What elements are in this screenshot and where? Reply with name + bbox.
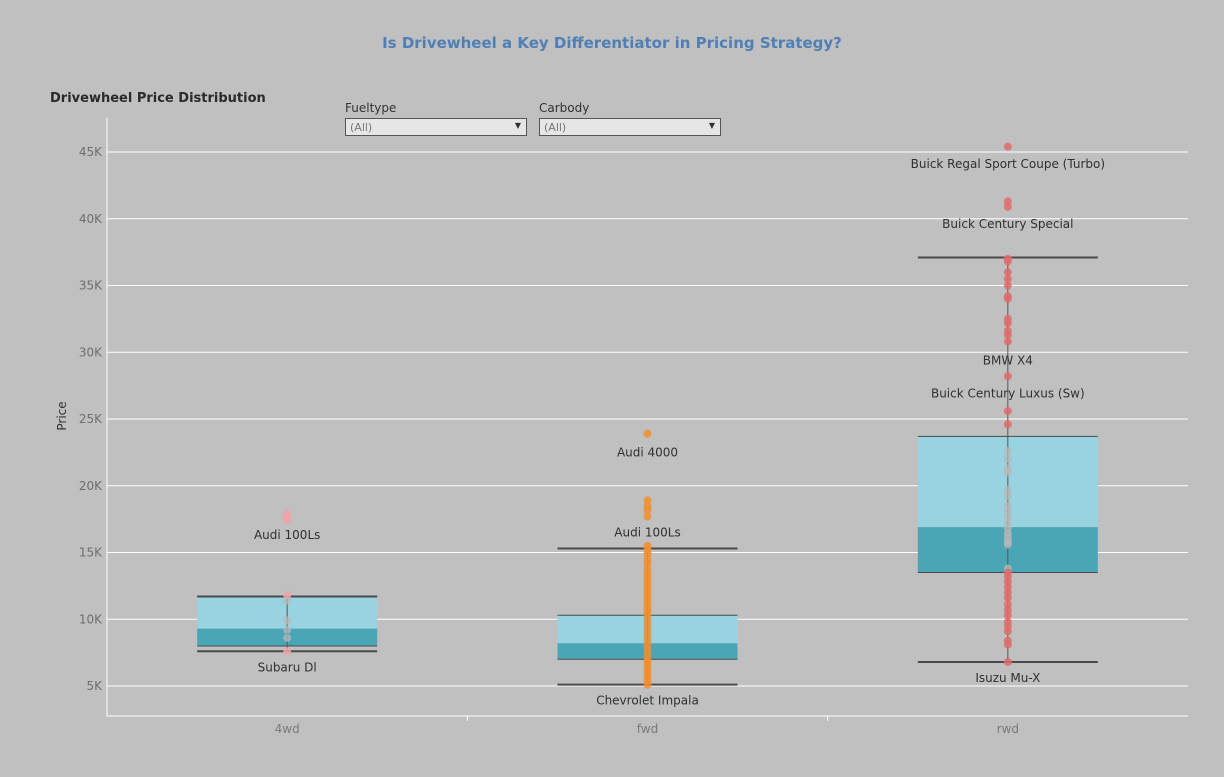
data-point-rwd bbox=[1003, 485, 1012, 494]
data-point-rwd bbox=[1003, 202, 1012, 211]
data-point-4wd bbox=[283, 647, 292, 656]
point-annotation: Buick Century Luxus (Sw) bbox=[931, 387, 1085, 401]
x-tick-label: 4wd bbox=[275, 722, 300, 736]
data-point-4wd bbox=[283, 596, 292, 605]
data-point-rwd bbox=[1003, 455, 1012, 464]
carbody-dropdown-value: (All) bbox=[544, 121, 567, 134]
carbody-dropdown[interactable]: (All) ▼ bbox=[539, 118, 721, 136]
fueltype-filter-label: Fueltype bbox=[345, 101, 397, 115]
data-point-rwd bbox=[1003, 492, 1012, 501]
data-point-rwd bbox=[1003, 294, 1012, 303]
data-point-rwd bbox=[1003, 257, 1012, 266]
y-tick-label: 30K bbox=[79, 345, 103, 359]
data-point-fwd bbox=[643, 505, 652, 514]
y-axis-label: Price bbox=[55, 401, 69, 430]
point-annotation: Isuzu Mu-X bbox=[975, 671, 1040, 685]
point-annotation: Audi 100Ls bbox=[614, 525, 680, 539]
data-point-rwd bbox=[1003, 640, 1012, 649]
dropdown-arrow-icon: ▼ bbox=[514, 121, 521, 130]
y-tick-label: 40K bbox=[79, 212, 103, 226]
x-tick-label: rwd bbox=[997, 722, 1019, 736]
fueltype-dropdown-value: (All) bbox=[350, 121, 373, 134]
fueltype-filter: Fueltype (All) ▼ bbox=[345, 101, 527, 136]
data-point-rwd bbox=[1003, 372, 1012, 381]
data-point-rwd bbox=[1003, 540, 1012, 549]
data-point-fwd bbox=[643, 429, 652, 438]
data-point-4wd bbox=[283, 616, 292, 625]
data-point-rwd bbox=[1003, 627, 1012, 636]
data-point-rwd bbox=[1003, 274, 1012, 283]
carbody-filter: Carbody (All) ▼ bbox=[539, 101, 721, 136]
carbody-filter-label: Carbody bbox=[539, 101, 590, 115]
data-point-rwd bbox=[1003, 281, 1012, 290]
data-point-rwd bbox=[1003, 468, 1012, 477]
y-tick-label: 15K bbox=[79, 546, 103, 560]
x-tick-label: fwd bbox=[637, 722, 658, 736]
y-tick-label: 25K bbox=[79, 412, 103, 426]
data-point-4wd bbox=[283, 625, 292, 634]
point-annotation: Buick Century Special bbox=[942, 217, 1073, 231]
data-point-rwd bbox=[1003, 337, 1012, 346]
point-annotation: Audi 4000 bbox=[617, 445, 678, 459]
y-tick-label: 10K bbox=[79, 612, 103, 626]
fueltype-dropdown[interactable]: (All) ▼ bbox=[345, 118, 527, 136]
data-point-rwd bbox=[1003, 447, 1012, 456]
data-point-rwd bbox=[1003, 268, 1012, 277]
data-point-fwd bbox=[643, 680, 652, 689]
data-point-fwd bbox=[643, 512, 652, 521]
chart-title: Is Drivewheel a Key Differentiator in Pr… bbox=[382, 34, 842, 52]
data-point-rwd bbox=[1003, 657, 1012, 666]
y-tick-label: 45K bbox=[79, 145, 103, 159]
data-point-rwd bbox=[1003, 611, 1012, 620]
point-annotation: Subaru Dl bbox=[258, 660, 317, 674]
data-point-rwd bbox=[1003, 142, 1012, 151]
data-point-rwd bbox=[1003, 318, 1012, 327]
data-point-4wd bbox=[283, 516, 292, 525]
data-point-4wd bbox=[283, 633, 292, 642]
data-point-rwd bbox=[1003, 512, 1012, 521]
y-tick-label: 35K bbox=[79, 279, 103, 293]
chart-subtitle: Drivewheel Price Distribution bbox=[50, 91, 266, 106]
point-annotation: Audi 100Ls bbox=[254, 528, 320, 542]
dropdown-arrow-icon: ▼ bbox=[708, 121, 715, 130]
data-point-rwd bbox=[1003, 593, 1012, 602]
point-annotation: Buick Regal Sport Coupe (Turbo) bbox=[911, 157, 1105, 171]
data-point-rwd bbox=[1003, 420, 1012, 429]
data-point-rwd bbox=[1003, 406, 1012, 415]
y-tick-label: 20K bbox=[79, 479, 103, 493]
point-annotation: Chevrolet Impala bbox=[596, 694, 699, 708]
point-annotation: BMW X4 bbox=[983, 353, 1033, 367]
data-point-rwd bbox=[1003, 330, 1012, 339]
y-tick-label: 5K bbox=[86, 679, 103, 693]
